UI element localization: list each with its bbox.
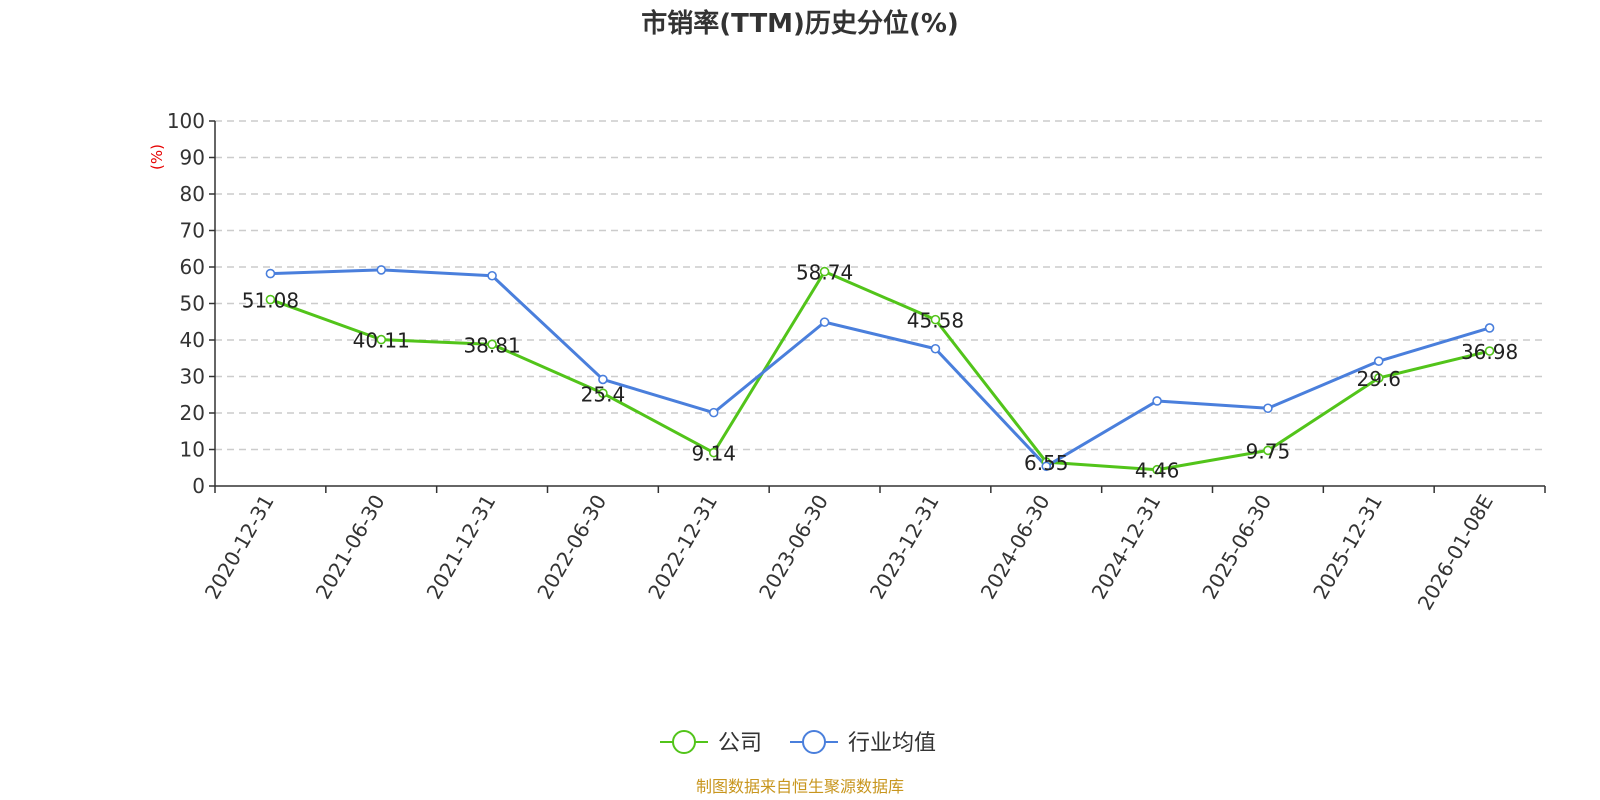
series-line-2: [270, 268, 1491, 468]
y-tick-label: 10: [180, 438, 205, 462]
data-point: [376, 265, 387, 275]
data-label: 25.4: [581, 382, 626, 406]
y-tick-label: 100: [167, 109, 205, 133]
legend-circle-icon: [672, 730, 696, 754]
series: [265, 265, 1495, 475]
legend-label: 行业均值: [848, 731, 936, 756]
data-point: [1373, 356, 1384, 366]
y-tick-label: 20: [180, 401, 205, 425]
data-label: 9.75: [1246, 439, 1291, 463]
source-note: 制图数据来自恒生聚源数据库: [696, 777, 904, 796]
y-tick-label: 50: [180, 292, 205, 316]
data-point: [1152, 464, 1162, 475]
data-point: [376, 334, 387, 345]
data-label: 40.11: [353, 329, 410, 353]
y-tick-label: 40: [180, 328, 205, 352]
data-point: [487, 270, 497, 281]
data-labels: 51.08 40.11 38.81 25.4 9.14 58.74 45.58 6.55 4.4…: [242, 261, 1518, 483]
data-label: 9.14: [691, 442, 736, 466]
x-tick-label: 2021-06-30: [311, 491, 390, 604]
x-tick-label: 2023-06-30: [754, 491, 833, 604]
y-tick-label: 90: [180, 146, 205, 170]
legend[interactable]: 公司 行业均值: [660, 730, 936, 756]
data-point: [598, 374, 608, 385]
y-tick-label: 0: [192, 474, 205, 498]
data-point: [819, 317, 830, 327]
y-axis-unit-label: (%): [148, 144, 166, 170]
data-point: [1484, 323, 1495, 333]
y-tick-label: 60: [180, 255, 205, 279]
data-point: [1484, 346, 1495, 356]
x-tick-label: 2022-06-30: [532, 491, 611, 604]
x-tick-label: 2024-12-31: [1087, 491, 1166, 604]
data-label: 6.55: [1024, 451, 1069, 475]
data-point: [1373, 373, 1384, 383]
x-tick-label: 2023-12-31: [865, 491, 944, 604]
data-label: 38.81: [463, 333, 520, 357]
data-point: [487, 339, 497, 350]
data-point: [1041, 461, 1052, 472]
data-point: [930, 314, 941, 325]
y-tick-label: 70: [180, 219, 205, 243]
data-label: 36.98: [1461, 340, 1518, 364]
data-point: [708, 407, 719, 418]
grid: [215, 120, 1545, 451]
data-point: [930, 343, 941, 354]
series-line-1: [269, 270, 1490, 472]
data-point: [1263, 445, 1273, 456]
x-tick-label: 2026-01-08E: [1413, 491, 1498, 615]
axes: 0 10 20 30 40 50 60 70 80 90 100 2020-12-31 2021-06-…: [167, 109, 1546, 615]
data-label: 58.74: [796, 261, 853, 285]
legend-circle-icon: [802, 730, 826, 754]
data-point: [265, 294, 276, 305]
x-tick-label: 2025-06-30: [1197, 491, 1276, 604]
data-label: 29.6: [1356, 367, 1401, 391]
legend-item-2[interactable]: 行业均值: [790, 730, 936, 756]
x-tick-label: 2025-12-31: [1308, 491, 1387, 604]
y-tick-label: 80: [180, 182, 205, 206]
x-tick-label: 2024-06-30: [976, 491, 1055, 604]
data-label: 4.46: [1135, 459, 1180, 483]
legend-item-1[interactable]: 公司: [660, 730, 762, 756]
data-point: [819, 266, 830, 277]
data-point: [708, 447, 719, 458]
x-tick-label: 2020-12-31: [200, 491, 279, 604]
data-point: [265, 268, 276, 279]
chart-title: 市销率(TTM)历史分位(%): [641, 8, 959, 39]
data-point: [1263, 403, 1273, 414]
x-tick-label: 2021-12-31: [422, 491, 501, 604]
data-label: 51.08: [242, 289, 299, 313]
data-label: 45.58: [907, 309, 964, 333]
data-point: [598, 388, 608, 399]
data-point: [1152, 396, 1162, 406]
legend-label: 公司: [718, 731, 762, 756]
x-tick-label: 2022-12-31: [643, 491, 722, 604]
y-tick-label: 30: [180, 365, 205, 389]
